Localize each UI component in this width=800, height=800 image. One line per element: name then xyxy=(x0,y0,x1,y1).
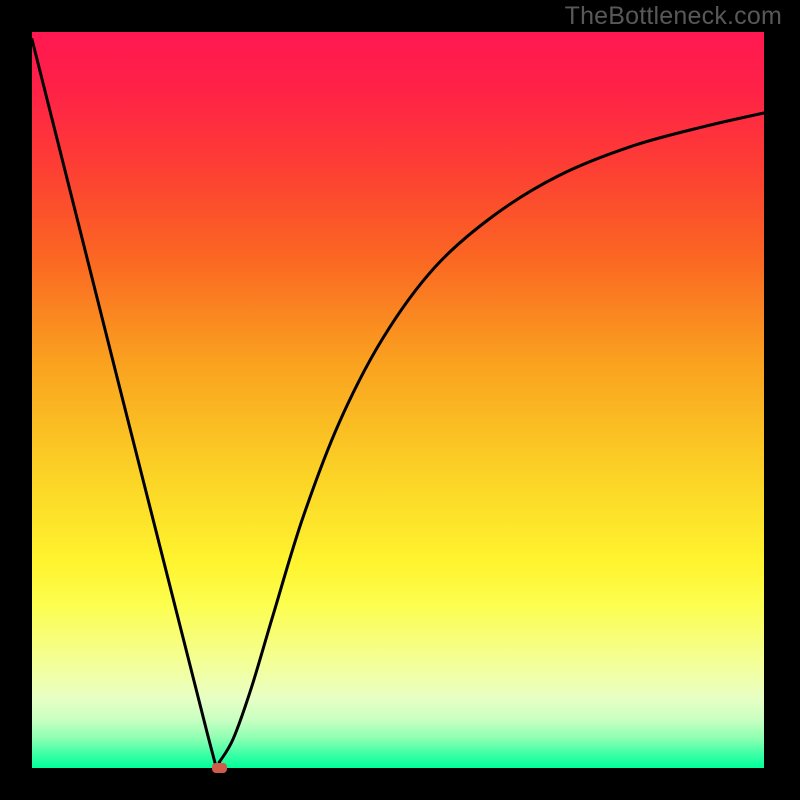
chart-frame: TheBottleneck.com xyxy=(0,0,800,800)
bottleneck-curve xyxy=(32,32,764,768)
watermark-text: TheBottleneck.com xyxy=(565,2,782,31)
chart-plot-area xyxy=(32,32,764,768)
minimum-marker xyxy=(212,763,227,773)
